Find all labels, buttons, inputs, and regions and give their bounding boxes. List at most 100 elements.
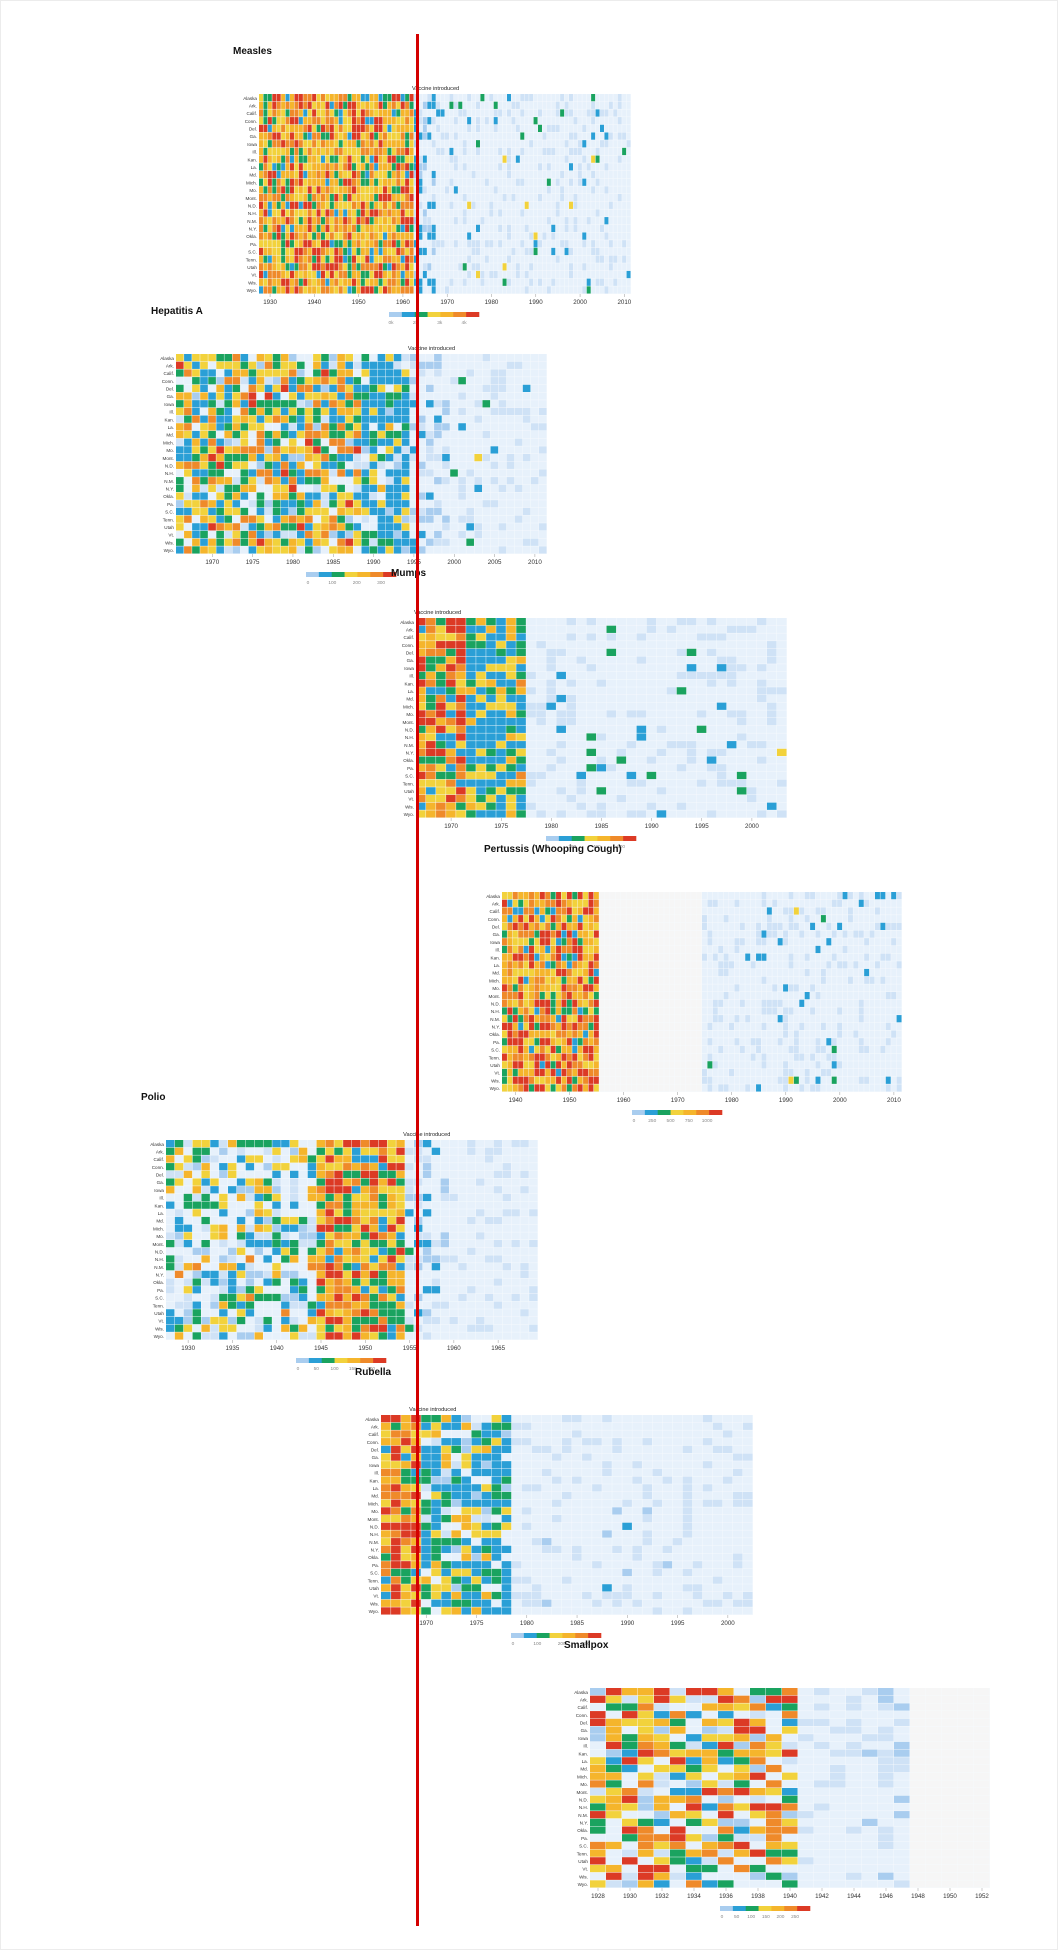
heatmap-cell xyxy=(608,147,613,156)
heatmap-cell xyxy=(476,124,480,133)
heatmap-cell xyxy=(383,194,387,202)
heatmap-cell xyxy=(294,94,299,102)
heatmap-cell xyxy=(288,469,297,477)
heatmap-cell xyxy=(184,361,192,369)
heatmap-cell xyxy=(436,140,441,148)
heatmap-cell xyxy=(338,170,343,179)
heatmap-cell xyxy=(810,930,816,938)
state-label: Iowa xyxy=(164,402,174,407)
heatmap-cell xyxy=(356,124,361,133)
heatmap-cell xyxy=(502,147,507,156)
heatmap-cell xyxy=(474,492,483,500)
heatmap-cell xyxy=(476,94,480,102)
heatmap-cell xyxy=(529,922,534,931)
heatmap-cell xyxy=(591,217,596,225)
heatmap-cell xyxy=(329,400,337,408)
heatmap-cell xyxy=(272,178,277,186)
heatmap-cell xyxy=(184,515,192,523)
heatmap-cell xyxy=(616,687,627,695)
heatmap-cell xyxy=(248,500,257,508)
heatmap-cell xyxy=(361,484,370,493)
heatmap-cell xyxy=(842,899,848,907)
heatmap-cell xyxy=(542,232,547,240)
heatmap-cell xyxy=(378,247,383,256)
heatmap-cell xyxy=(426,523,434,531)
heatmap-cell xyxy=(496,641,506,649)
heatmap-cell xyxy=(393,438,402,446)
heatmap-cell xyxy=(356,247,361,256)
heatmap-cell xyxy=(417,500,426,508)
heatmap-cell xyxy=(400,140,405,148)
heatmap-cell xyxy=(462,140,467,148)
heatmap-cell xyxy=(506,423,515,431)
heatmap-cell xyxy=(343,170,348,179)
heatmap-cell xyxy=(745,899,751,907)
heatmap-cell xyxy=(276,170,281,179)
heatmap-cell xyxy=(576,710,587,718)
heatmap-cell xyxy=(192,469,200,477)
heatmap-cell xyxy=(456,764,466,772)
legend-swatch xyxy=(440,312,454,317)
heatmap-cell xyxy=(538,240,542,248)
heatmap-cell xyxy=(538,170,542,179)
heatmap-cell xyxy=(526,641,536,649)
heatmap-cell xyxy=(184,477,192,485)
heatmap-cell xyxy=(431,117,436,125)
heatmap-cell xyxy=(586,787,597,795)
heatmap-cell xyxy=(482,423,491,431)
heatmap-cell xyxy=(529,217,534,225)
heatmap-cell xyxy=(303,217,308,225)
heatmap-cell xyxy=(416,802,426,810)
heatmap-cell xyxy=(466,438,474,446)
heatmap-cell xyxy=(555,101,560,109)
heatmap-cell xyxy=(586,194,591,202)
heatmap-cell xyxy=(360,240,365,248)
heatmap-cell xyxy=(405,170,410,179)
heatmap-cell xyxy=(880,907,886,915)
heatmap-cell xyxy=(305,446,313,454)
heatmap-cell xyxy=(666,694,677,703)
heatmap-cell xyxy=(804,930,810,938)
heatmap-cell xyxy=(391,224,396,233)
heatmap-cell xyxy=(329,278,334,286)
heatmap-cell xyxy=(507,240,511,248)
heatmap-cell xyxy=(280,392,289,400)
heatmap-cell xyxy=(383,247,387,256)
heatmap-cell xyxy=(524,124,529,133)
heatmap-cell xyxy=(604,892,610,900)
heatmap-cell xyxy=(617,240,622,248)
heatmap-cell xyxy=(569,255,573,263)
heatmap-cell xyxy=(712,899,718,907)
heatmap-cell xyxy=(880,899,886,907)
heatmap-cell xyxy=(401,538,410,546)
heatmap-cell xyxy=(756,718,767,726)
heatmap-cell xyxy=(466,779,476,787)
heatmap-cell xyxy=(422,147,427,156)
heatmap-cell xyxy=(486,641,496,649)
heatmap-cell xyxy=(216,546,224,554)
heatmap-cell xyxy=(352,163,356,171)
heatmap-cell xyxy=(515,163,520,171)
heatmap-cell xyxy=(676,771,687,780)
heatmap-cell xyxy=(490,377,499,385)
heatmap-cell xyxy=(777,930,783,938)
legend-swatch xyxy=(610,836,624,841)
heatmap-cell xyxy=(256,507,265,516)
heatmap-cell xyxy=(334,163,339,171)
heatmap-cell xyxy=(617,201,622,209)
heatmap-cell xyxy=(369,109,374,117)
heatmap-cell xyxy=(636,733,647,741)
heatmap-cell xyxy=(360,147,365,156)
heatmap-cell xyxy=(405,224,410,233)
heatmap-cell xyxy=(617,140,622,148)
heatmap-cell xyxy=(356,201,361,209)
heatmap-cell xyxy=(471,217,476,225)
heatmap-cell xyxy=(240,500,249,508)
heatmap-cell xyxy=(338,240,343,248)
heatmap-cell xyxy=(647,922,653,931)
heatmap-cell xyxy=(476,741,486,749)
heatmap-cell xyxy=(434,530,442,539)
heatmap-cell xyxy=(352,140,356,148)
heatmap-cell xyxy=(416,633,426,641)
heatmap-cell xyxy=(296,461,305,469)
